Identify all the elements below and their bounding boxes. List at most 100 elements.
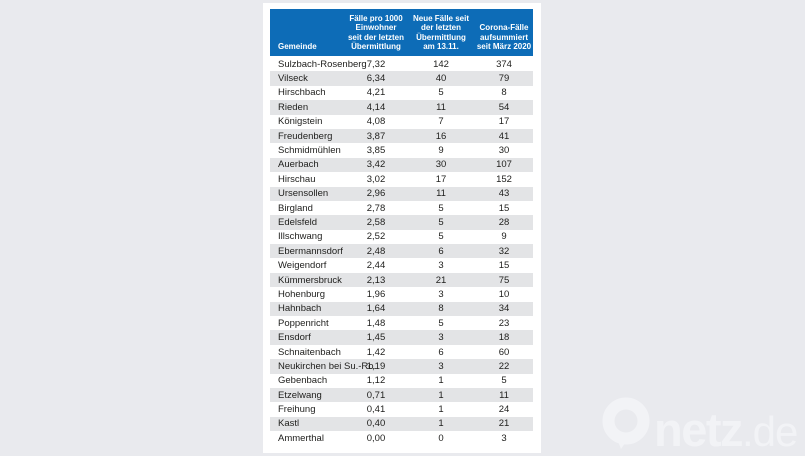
cell-corona-gesamt: 5 [501, 375, 507, 387]
cell-gemeinde: Hohenburg [278, 288, 326, 300]
cell-corona-gesamt: 32 [498, 245, 510, 257]
watermark-text-light: .de [742, 407, 798, 455]
table-row: Freudenberg 3,87 16 41 [270, 128, 533, 144]
cell-neue-faelle: 5 [438, 87, 444, 99]
cell-neue-faelle: 11 [436, 101, 446, 113]
table-row: Illschwang 2,52 5 9 [270, 229, 533, 245]
cell-corona-gesamt: 374 [496, 58, 512, 70]
table-row: Hohenburg 1,96 3 10 [270, 287, 533, 302]
cell-gemeinde: Hahnbach [278, 303, 322, 315]
cell-faelle-pro-1000: 1,12 [366, 375, 386, 387]
cell-faelle-pro-1000: 1,48 [366, 317, 386, 329]
cell-gemeinde: Königstein [278, 116, 323, 128]
cell-gemeinde: Freudenberg [278, 130, 333, 142]
cell-corona-gesamt: 15 [498, 202, 510, 214]
cell-faelle-pro-1000: 3,42 [366, 159, 386, 171]
table-row: Hahnbach 1,64 8 34 [270, 301, 533, 317]
cell-neue-faelle: 0 [438, 432, 444, 444]
column-header-faelle-pro-1000: Fälle pro 1000 Einwohner seit der letzte… [347, 13, 404, 52]
cell-gemeinde: Hirschau [278, 173, 316, 185]
table-card: Gemeinde Fälle pro 1000 Einwohner seit d… [263, 3, 541, 453]
table-row: Neukirchen bei Su.-Ro. 1,19 3 22 [270, 359, 533, 374]
cell-gemeinde: Neukirchen bei Su.-Ro. [278, 360, 377, 372]
cell-corona-gesamt: 152 [496, 173, 512, 185]
onetz-watermark: netz .de [601, 397, 798, 455]
cell-neue-faelle: 3 [438, 360, 444, 372]
table-row: Ursensollen 2,96 11 43 [270, 186, 533, 201]
cell-corona-gesamt: 28 [498, 216, 510, 228]
cell-gemeinde: Weigendorf [278, 260, 327, 272]
cell-neue-faelle: 5 [438, 216, 444, 228]
cell-neue-faelle: 21 [435, 274, 447, 286]
table-header: Gemeinde Fälle pro 1000 Einwohner seit d… [270, 9, 533, 56]
cell-corona-gesamt: 3 [501, 432, 507, 444]
cell-neue-faelle: 1 [438, 375, 444, 387]
cell-gemeinde: Kümmersbruck [278, 274, 342, 286]
table-row: Schmidmühlen 3,85 9 30 [270, 143, 533, 158]
cell-neue-faelle: 5 [438, 317, 444, 329]
cell-neue-faelle: 142 [433, 58, 449, 70]
cell-gemeinde: Schnaitenbach [278, 346, 341, 358]
cell-faelle-pro-1000: 1,45 [366, 332, 386, 344]
cell-corona-gesamt: 17 [498, 116, 510, 128]
cell-corona-gesamt: 18 [498, 332, 510, 344]
cell-faelle-pro-1000: 0,40 [366, 418, 386, 430]
table-row: Edelsfeld 2,58 5 28 [270, 215, 533, 230]
table-row: Auerbach 3,42 30 107 [270, 157, 533, 173]
cell-gemeinde: Ensdorf [278, 332, 311, 344]
table-row: Kümmersbruck 2,13 21 75 [270, 272, 533, 288]
cell-neue-faelle: 1 [438, 418, 444, 430]
table-row: Sulzbach-Rosenberg 7,32 142 374 [270, 57, 533, 72]
cell-faelle-pro-1000: 2,52 [366, 231, 386, 243]
cell-faelle-pro-1000: 2,44 [366, 260, 386, 272]
cell-neue-faelle: 16 [435, 130, 447, 142]
cell-faelle-pro-1000: 4,14 [366, 101, 386, 113]
cell-neue-faelle: 17 [435, 173, 447, 185]
table-body: Sulzbach-Rosenberg 7,32 142 374 Vilseck … [270, 57, 533, 446]
table-row: Hirschbach 4,21 5 8 [270, 85, 533, 101]
cell-faelle-pro-1000: 0,71 [366, 389, 386, 401]
cell-corona-gesamt: 107 [496, 159, 512, 171]
cell-neue-faelle: 40 [435, 73, 447, 85]
cell-corona-gesamt: 9 [501, 231, 507, 243]
table-row: Gebenbach 1,12 1 5 [270, 373, 533, 388]
cell-gemeinde: Birgland [278, 202, 313, 214]
cell-gemeinde: Auerbach [278, 159, 319, 171]
cell-faelle-pro-1000: 3,85 [366, 145, 386, 157]
cell-neue-faelle: 1 [438, 404, 444, 416]
cell-neue-faelle: 5 [438, 231, 444, 243]
cell-neue-faelle: 1 [438, 389, 444, 401]
cell-faelle-pro-1000: 4,08 [366, 116, 386, 128]
cell-faelle-pro-1000: 0,00 [366, 432, 386, 444]
cell-corona-gesamt: 30 [498, 145, 510, 157]
cell-faelle-pro-1000: 1,42 [366, 346, 386, 358]
cell-gemeinde: Freihung [278, 404, 316, 416]
table-row: Schnaitenbach 1,42 6 60 [270, 344, 533, 360]
cell-neue-faelle: 3 [438, 332, 444, 344]
cell-neue-faelle: 7 [438, 116, 444, 128]
cell-neue-faelle: 30 [435, 159, 447, 171]
column-header-neue-faelle: Neue Fälle seit der letzten Übermittlung… [412, 13, 470, 52]
table-row: Ebermannsdorf 2,48 6 32 [270, 244, 533, 259]
table-row: Ammerthal 0,00 0 3 [270, 431, 533, 446]
cell-corona-gesamt: 41 [498, 130, 510, 142]
cell-neue-faelle: 9 [438, 145, 444, 157]
cell-corona-gesamt: 21 [498, 418, 510, 430]
cell-gemeinde: Kastl [278, 418, 300, 430]
cell-gemeinde: Schmidmühlen [278, 145, 341, 157]
cell-faelle-pro-1000: 2,96 [366, 188, 386, 200]
column-header-gemeinde: Gemeinde [278, 42, 317, 52]
table-row: Freihung 0,41 1 24 [270, 402, 533, 417]
cell-faelle-pro-1000: 0,41 [366, 404, 386, 416]
table-row: Rieden 4,14 11 54 [270, 100, 533, 115]
table-row: Hirschau 3,02 17 152 [270, 172, 533, 187]
cell-faelle-pro-1000: 2,78 [366, 202, 386, 214]
cell-faelle-pro-1000: 2,13 [366, 274, 386, 286]
cell-corona-gesamt: 15 [498, 260, 510, 272]
cell-faelle-pro-1000: 7,32 [366, 58, 386, 70]
cell-gemeinde: Illschwang [278, 231, 323, 243]
cell-faelle-pro-1000: 2,58 [366, 216, 386, 228]
cell-corona-gesamt: 22 [498, 360, 510, 372]
cell-gemeinde: Hirschbach [278, 87, 326, 99]
cell-faelle-pro-1000: 3,02 [366, 173, 386, 185]
